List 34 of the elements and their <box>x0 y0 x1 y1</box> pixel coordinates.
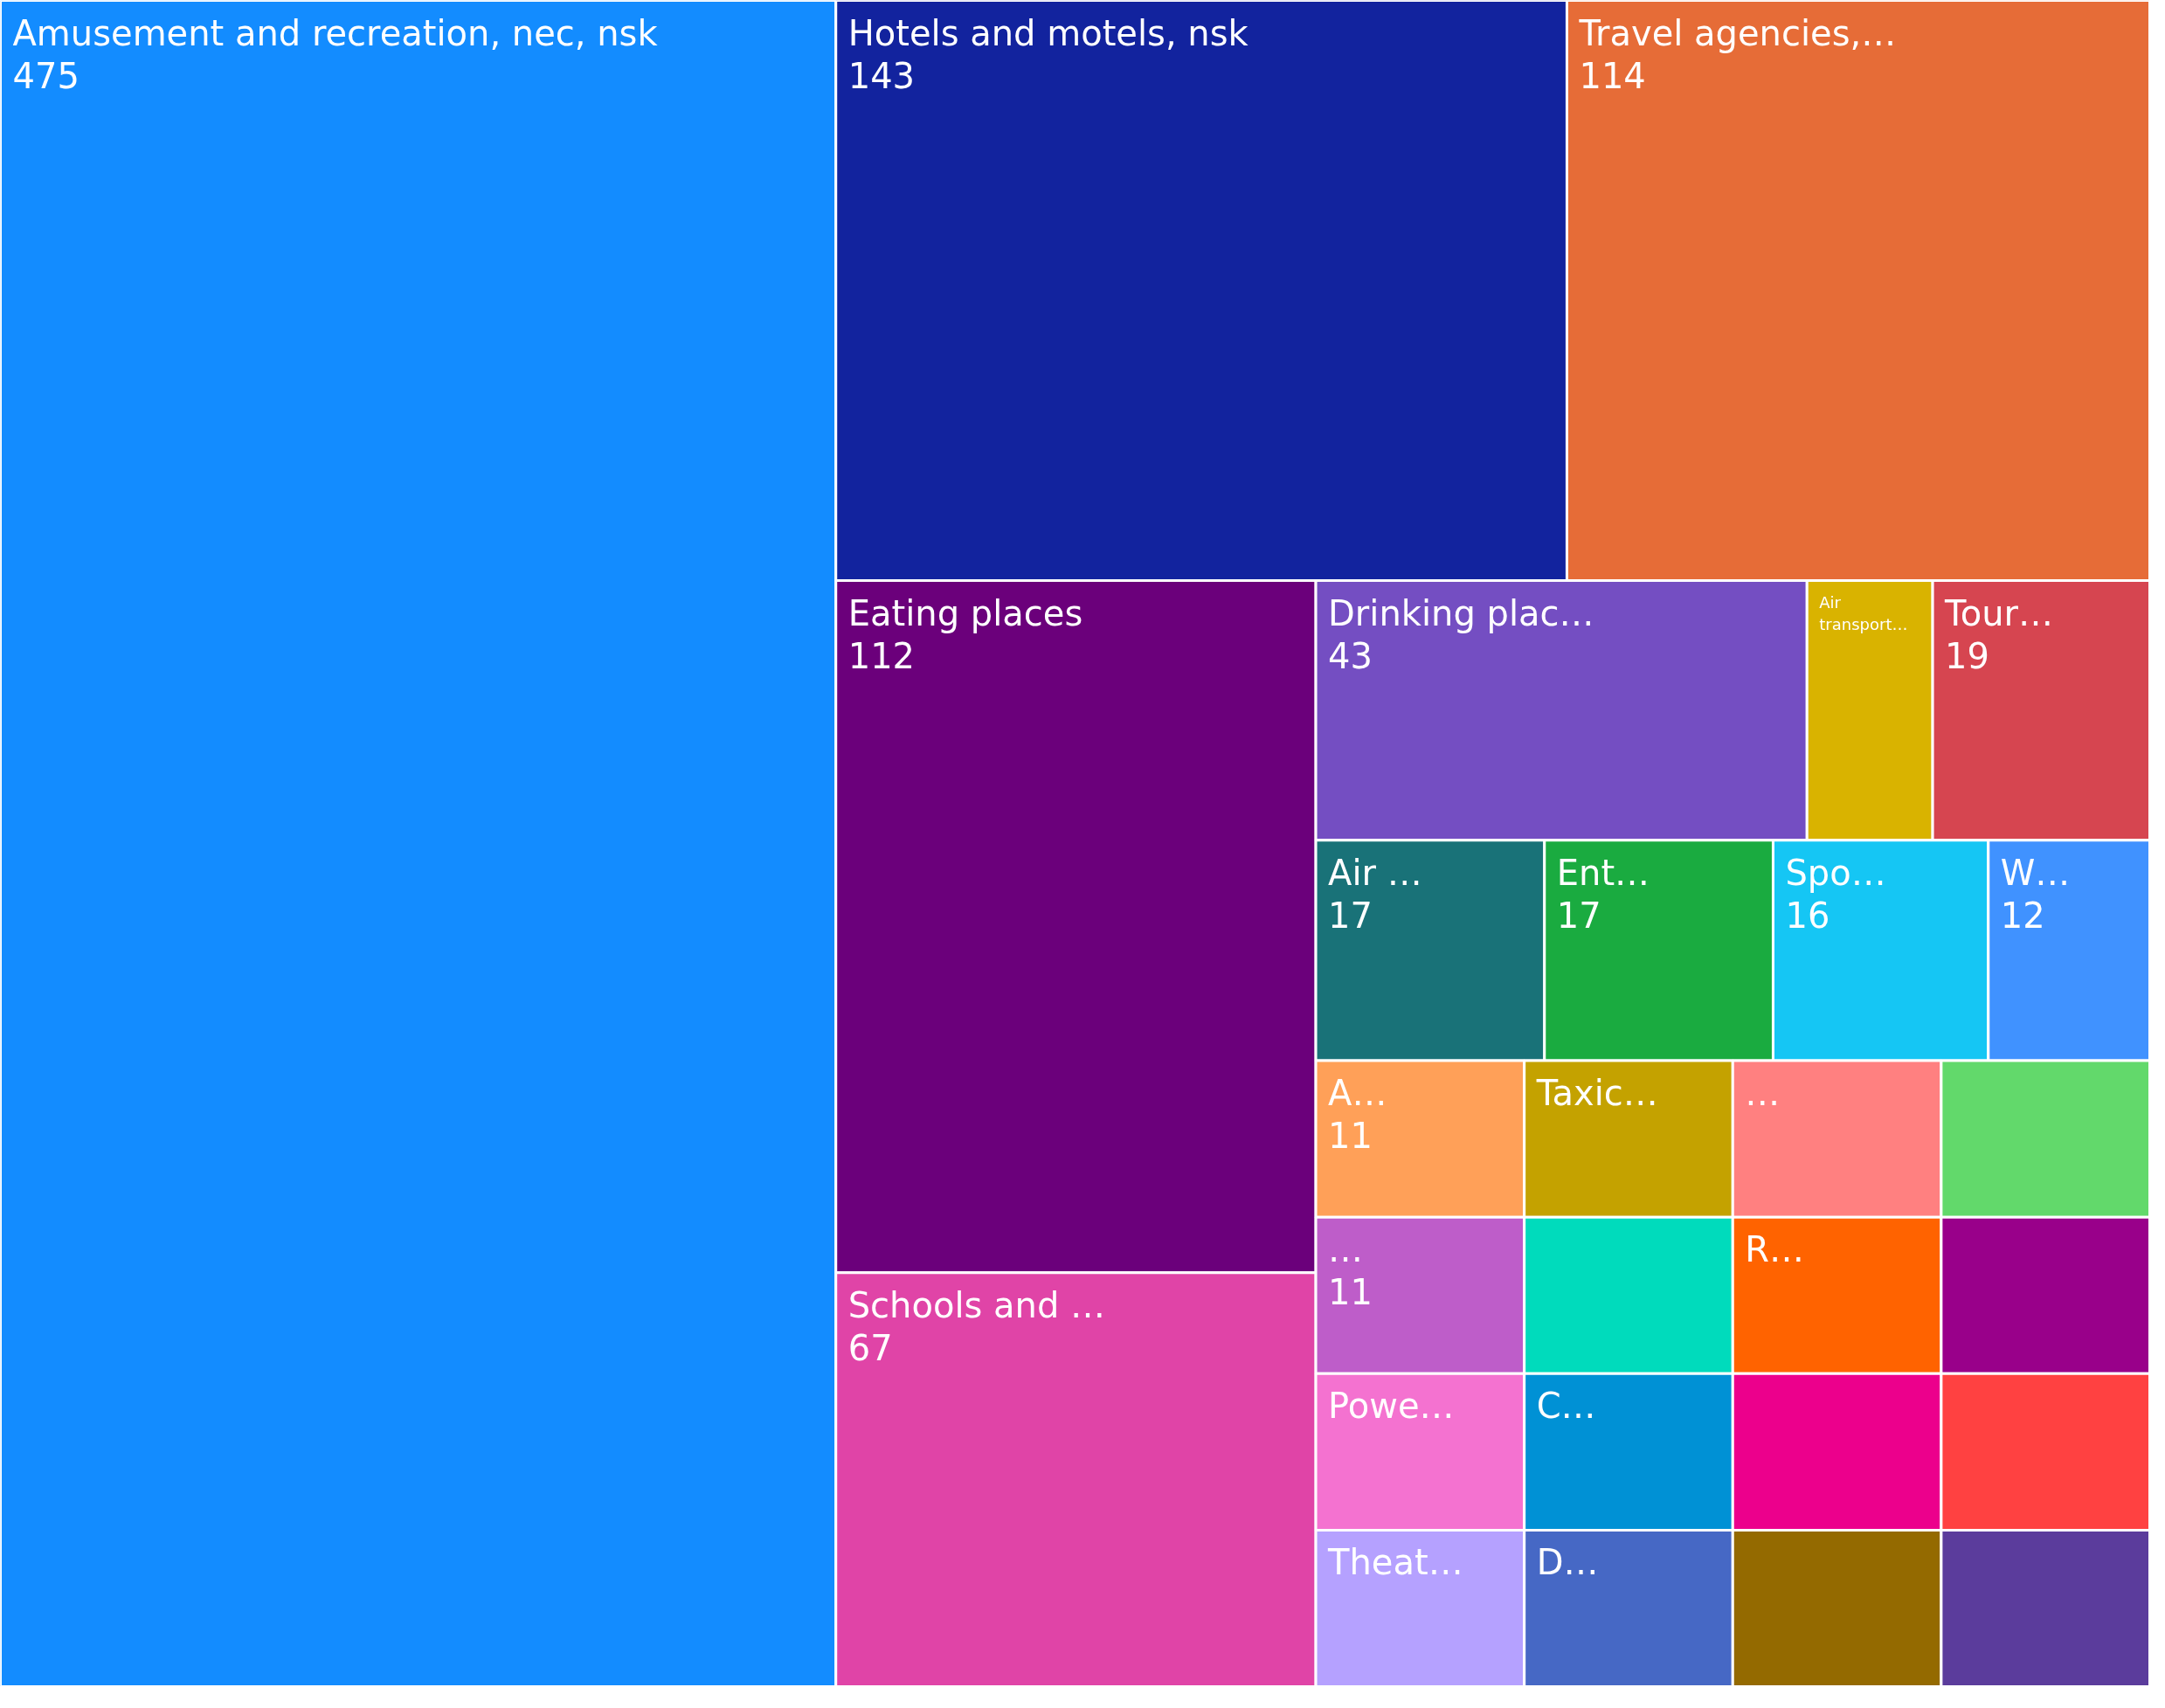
category-label: Hotels and motels, nsk <box>847 12 1249 53</box>
category-label: Air … <box>1328 852 1422 893</box>
category-label: Theat… <box>1327 1542 1463 1583</box>
data-label: 114 <box>1579 55 1646 96</box>
category-label: Drinking plac… <box>1328 592 1594 633</box>
category-label: Powe… <box>1328 1386 1455 1427</box>
category-label: W… <box>2000 852 2071 893</box>
category-label: A… <box>1328 1073 1387 1114</box>
data-label: 112 <box>847 635 916 676</box>
data-label: 19 <box>1945 635 1989 676</box>
category-label: R… <box>1745 1229 1805 1270</box>
data-label: 16 <box>1785 895 1830 936</box>
data-label: 11 <box>1328 1272 1373 1313</box>
category-label: D… <box>1536 1542 1599 1583</box>
category-label: Taxic… <box>1535 1073 1658 1114</box>
data-label: 43 <box>1328 635 1373 676</box>
data-label: 17 <box>1328 895 1373 936</box>
category-label: Air transport… <box>1819 592 1908 633</box>
category-label: Ent… <box>1556 852 1650 893</box>
data-label: 11 <box>1328 1116 1373 1157</box>
data-label: 143 <box>847 55 916 96</box>
data-label: 475 <box>12 55 80 96</box>
category-label: C… <box>1536 1386 1596 1427</box>
category-label: Amusement and recreation, nec, nsk <box>12 12 659 53</box>
category-label: … <box>1745 1073 1781 1114</box>
category-label: Tour… <box>1944 592 2053 633</box>
data-label: 12 <box>2000 895 2045 936</box>
category-label: Eating places <box>847 592 1083 633</box>
category-label: Spo… <box>1785 852 1886 893</box>
category-label: … <box>1328 1229 1364 1270</box>
category-label: Schools and … <box>847 1284 1106 1325</box>
data-label: 67 <box>847 1327 893 1368</box>
category-label: Travel agencies,… <box>1578 12 1897 53</box>
data-label: 17 <box>1556 895 1601 936</box>
